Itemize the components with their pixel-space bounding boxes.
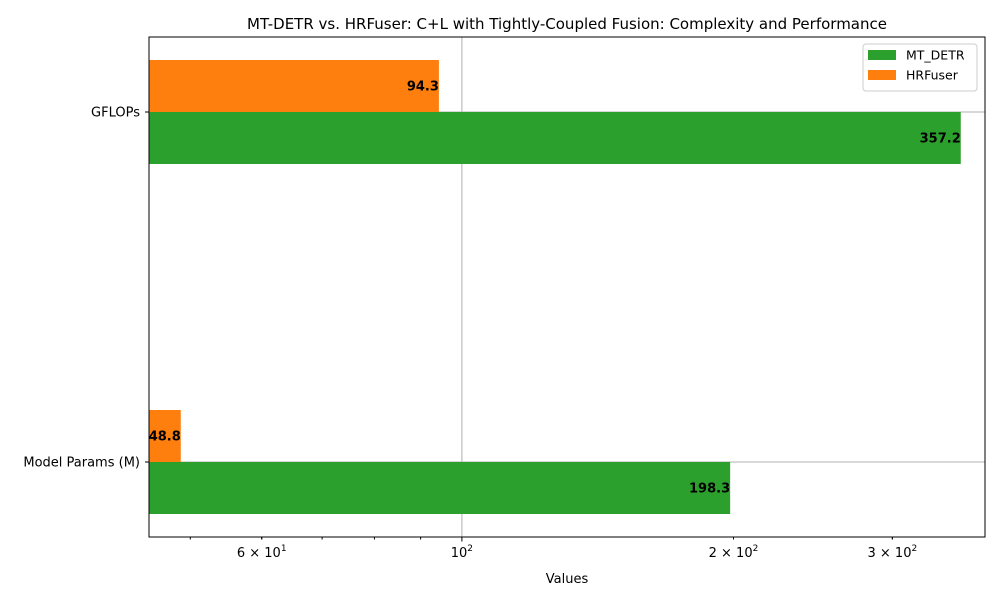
bar-mt-detr-gflops (149, 112, 961, 164)
x-tick-label: 6 × 101 (237, 544, 287, 561)
data-label: 94.3 (407, 80, 439, 95)
legend: MT_DETR HRFuser (862, 43, 978, 92)
bar-mt-detr-model-params-m- (149, 462, 731, 514)
bars-layer (149, 60, 961, 514)
legend-swatch (868, 50, 896, 60)
legend-label: HRFuser (906, 68, 959, 83)
data-label: 357.2 (920, 132, 961, 147)
bar-hrfuser-gflops (149, 60, 439, 112)
data-labels-layer: 357.2 198.3 94.3 48.8 (149, 80, 961, 497)
legend-swatch (868, 70, 896, 80)
x-axis-label: Values (546, 572, 589, 587)
data-label: 48.8 (149, 430, 181, 445)
x-tick-label: 3 × 102 (868, 544, 918, 561)
x-tick-label: 102 (451, 544, 473, 561)
axes-layer: GFLOPs Model Params (M) 6 × 101 102 2 × 102 3… (23, 106, 917, 562)
y-tick-label: GFLOPs (91, 106, 140, 121)
chart-title: MT-DETR vs. HRFuser: C+L with Tightly-Co… (247, 15, 887, 33)
data-label: 198.3 (689, 482, 730, 497)
x-tick-label: 2 × 102 (709, 544, 759, 561)
bar-hrfuser-model-params-m- (149, 410, 181, 462)
legend-label: MT_DETR (906, 48, 965, 63)
plot-frame (148, 36, 986, 538)
y-tick-label: Model Params (M) (23, 456, 140, 471)
